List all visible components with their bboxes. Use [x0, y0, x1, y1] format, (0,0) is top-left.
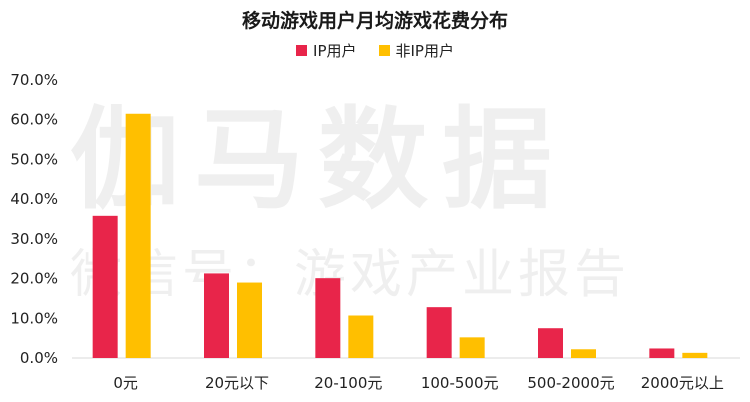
y-tick-label: 40.0%: [10, 190, 58, 208]
bar-non-ip: [571, 349, 596, 358]
y-tick-label: 70.0%: [10, 71, 58, 89]
bar-ip: [204, 273, 229, 358]
bar-ip: [538, 328, 563, 358]
x-tick-label: 20元以下: [205, 374, 269, 392]
legend-item-non-ip: 非IP用户: [378, 40, 454, 61]
y-tick-label: 50.0%: [10, 150, 58, 168]
x-tick-label: 0元: [113, 374, 138, 392]
legend: IP用户 非IP用户: [0, 40, 750, 61]
y-tick-label: 60.0%: [10, 111, 58, 129]
chart-title: 移动游戏用户月均游戏花费分布: [241, 10, 508, 32]
legend-swatch-ip: [296, 45, 308, 56]
bar-ip: [92, 215, 118, 358]
legend-item-ip: IP用户: [296, 40, 357, 61]
bar-ip: [426, 307, 452, 358]
bar-non-ip: [125, 113, 151, 358]
legend-label-non-ip: 非IP用户: [395, 42, 454, 60]
bar-non-ip: [682, 352, 708, 358]
bar-ip: [649, 348, 675, 358]
y-tick-label: 10.0%: [10, 309, 58, 327]
bar-non-ip: [237, 282, 262, 358]
legend-label-ip: IP用户: [313, 42, 357, 60]
x-tick-label: 500-2000元: [527, 374, 614, 392]
bar-non-ip: [459, 337, 485, 358]
bar-non-ip: [348, 315, 374, 358]
x-tick-label: 100-500元: [421, 374, 499, 392]
legend-swatch-non-ip: [378, 45, 390, 56]
x-tick-label: 2000元以上: [641, 374, 724, 392]
y-tick-label: 0.0%: [20, 349, 58, 367]
y-tick-label: 20.0%: [10, 270, 58, 288]
x-tick-label: 20-100元: [314, 374, 382, 392]
bar-ip: [315, 278, 341, 358]
y-tick-label: 30.0%: [10, 230, 58, 248]
